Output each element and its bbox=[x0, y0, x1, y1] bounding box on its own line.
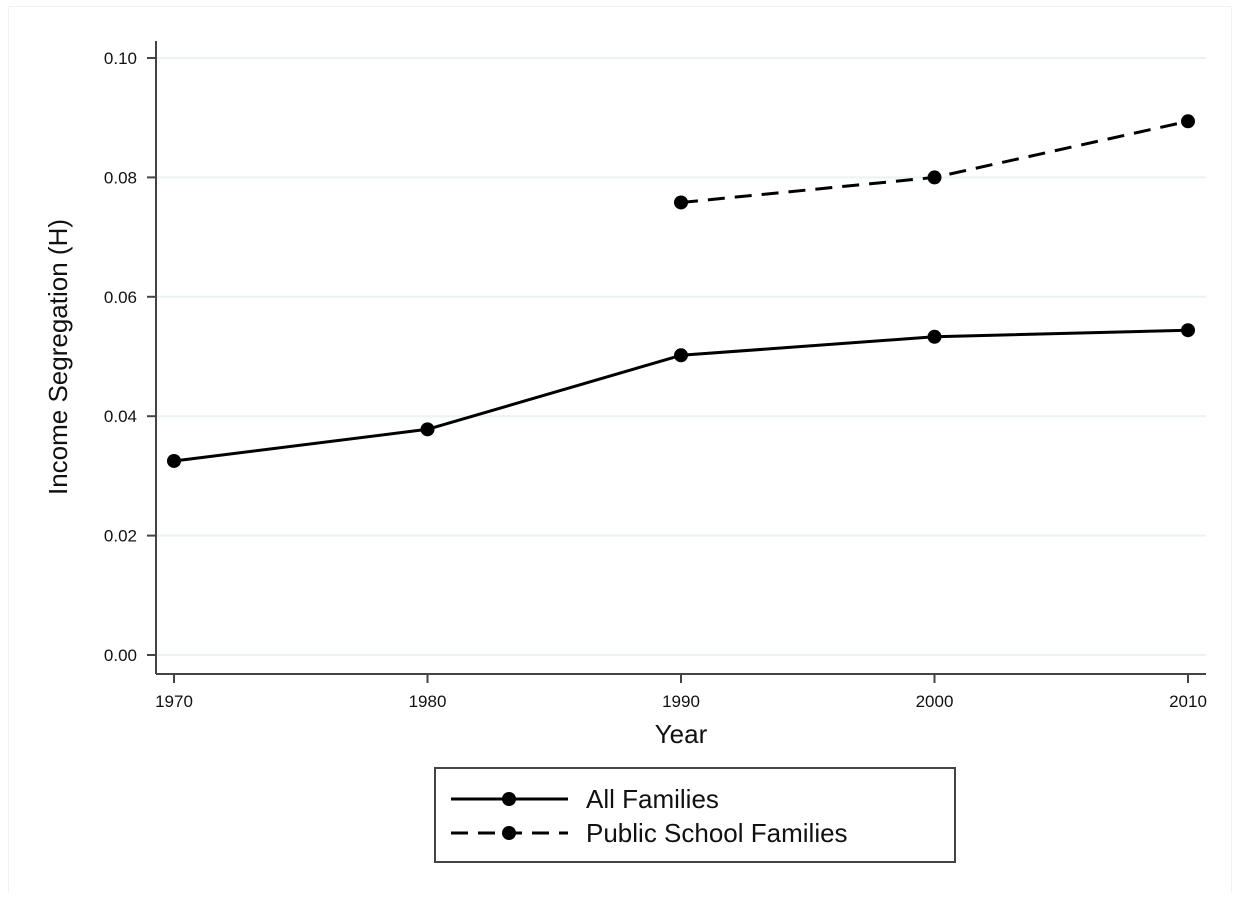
data-point bbox=[420, 422, 435, 437]
x-tick-label: 1990 bbox=[662, 692, 700, 711]
y-tick-label: 0.00 bbox=[104, 646, 137, 665]
data-point bbox=[927, 170, 942, 185]
y-axis-ticks: 0.00 0.02 0.04 0.06 0.08 0.10 bbox=[104, 49, 156, 665]
data-point bbox=[674, 195, 688, 210]
data-point bbox=[1181, 114, 1195, 129]
legend-label: All Families bbox=[586, 784, 719, 814]
legend-label: Public School Families bbox=[586, 818, 848, 848]
data-point bbox=[167, 453, 181, 468]
data-point bbox=[927, 329, 942, 344]
legend-swatch-marker bbox=[502, 792, 516, 806]
x-tick-label: 1970 bbox=[155, 692, 193, 711]
x-axis-title: Year bbox=[655, 719, 708, 749]
y-axis-title: Income Segregation (H) bbox=[43, 219, 73, 495]
y-tick-label: 0.04 bbox=[104, 407, 137, 426]
legend-items: All Families Public School Families bbox=[451, 784, 848, 848]
gridlines bbox=[156, 57, 1206, 656]
data-series bbox=[167, 114, 1195, 468]
y-tick-label: 0.10 bbox=[104, 49, 137, 68]
x-tick-label: 2000 bbox=[916, 692, 954, 711]
data-point bbox=[1181, 323, 1195, 338]
line-chart: 0.00 0.02 0.04 0.06 0.08 0.10 1970 1980 1990 200… bbox=[43, 41, 1207, 863]
legend: All Families Public School Families bbox=[434, 767, 956, 863]
legend-swatch-marker bbox=[502, 826, 516, 840]
chart-frame: 0.00 0.02 0.04 0.06 0.08 0.10 1970 1980 1990 200… bbox=[8, 6, 1232, 893]
data-point bbox=[674, 348, 688, 363]
y-tick-label: 0.02 bbox=[104, 527, 137, 546]
x-tick-label: 2010 bbox=[1169, 692, 1207, 711]
x-axis-ticks: 1970 1980 1990 2000 2010 bbox=[155, 674, 1207, 711]
y-tick-label: 0.08 bbox=[104, 168, 137, 187]
legend-box bbox=[434, 767, 956, 863]
y-tick-label: 0.06 bbox=[104, 288, 137, 307]
x-tick-label: 1980 bbox=[409, 692, 447, 711]
series-line-2 bbox=[680, 119, 1189, 204]
